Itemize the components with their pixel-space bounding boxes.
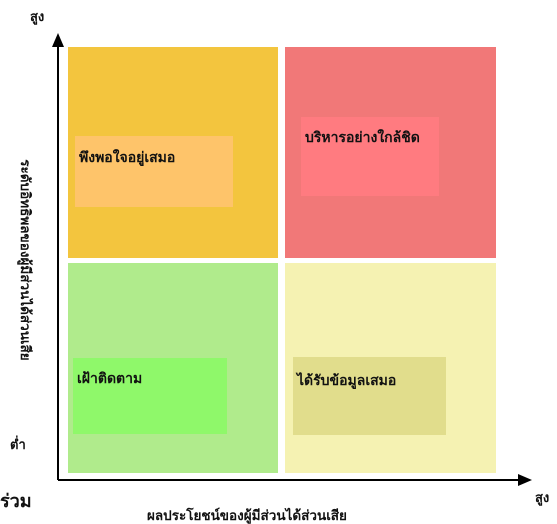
- cropped-text: ร่วม: [0, 491, 32, 512]
- x-axis-title: ผลประโยชน์ของผู้มีส่วนได้ส่วนเสีย: [147, 508, 347, 524]
- y-axis-high-label: สูง: [30, 10, 45, 25]
- y-axis-arrow-icon: [52, 33, 64, 47]
- keep-satisfied-label: พึงพอใจอยู่เสมอ: [75, 136, 233, 207]
- keep-informed-label: ได้รับข้อมูลเสมอ: [293, 357, 446, 435]
- y-axis-title: ระดับอิทธิพลของผู้มีส่วนได้ส่วนเสีย: [17, 159, 33, 361]
- x-axis-high-label: สูง: [535, 491, 550, 506]
- x-axis-arrow-icon: [518, 474, 532, 486]
- y-axis-low-label: ต่ำ: [10, 438, 26, 453]
- manage-closely-label: บริหารอย่างใกล้ชิด: [301, 117, 439, 196]
- monitor-label: เฝ้าติดตาม: [73, 358, 227, 434]
